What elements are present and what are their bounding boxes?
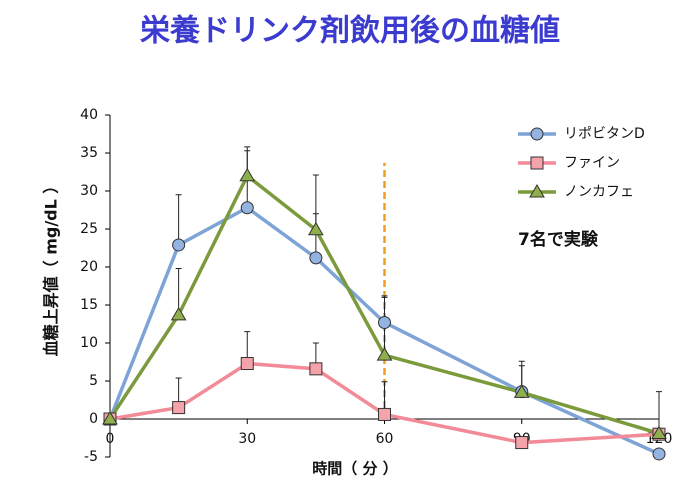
data-point (513, 384, 530, 398)
data-point (376, 347, 393, 361)
y-tick-label: 35 (80, 145, 98, 161)
error-bar (312, 174, 319, 230)
chart-title: 栄養ドリンク剤飲用後の血糖値 (140, 14, 560, 49)
data-point (378, 315, 391, 329)
y-tick-label: 25 (80, 221, 98, 237)
x-axis-label: 時間（ 分 ） (312, 460, 397, 478)
data-point (309, 251, 323, 265)
y-tick-label: 20 (80, 259, 98, 275)
y-tick-label: 10 (80, 335, 98, 351)
y-tick-label: 5 (89, 373, 98, 389)
data-point (240, 201, 254, 215)
data-point (172, 401, 186, 415)
legend-label: ファイン (564, 155, 620, 171)
y-axis-label: 血糖上昇値（ mg/dL ） (42, 178, 61, 357)
data-point (651, 425, 667, 439)
data-point (102, 411, 118, 425)
y-tick-label: 15 (80, 297, 98, 313)
y-tick-label: -5 (84, 449, 98, 465)
data-point (170, 306, 187, 321)
legend-marker (530, 156, 544, 170)
y-tick-label: 30 (80, 183, 98, 199)
x-tick-label: 30 (238, 431, 256, 447)
data-point (239, 167, 256, 182)
data-point (172, 238, 186, 252)
y-tick-label: 40 (80, 107, 98, 123)
x-tick-label: 60 (376, 431, 394, 447)
annotation: 7名で実験 (518, 229, 599, 250)
legend-label: ノンカフェ (564, 184, 634, 200)
y-tick-label: 0 (89, 411, 98, 427)
legend-marker (530, 127, 544, 141)
error-bar (175, 194, 182, 245)
data-point (378, 407, 391, 421)
data-point (652, 447, 666, 461)
data-point (515, 436, 529, 450)
x-tick-label: 0 (106, 431, 115, 447)
legend-marker (529, 184, 545, 198)
data-point (240, 357, 254, 371)
legend-label: リポビタンD (564, 126, 645, 142)
data-point (309, 362, 323, 376)
data-point (308, 221, 324, 236)
